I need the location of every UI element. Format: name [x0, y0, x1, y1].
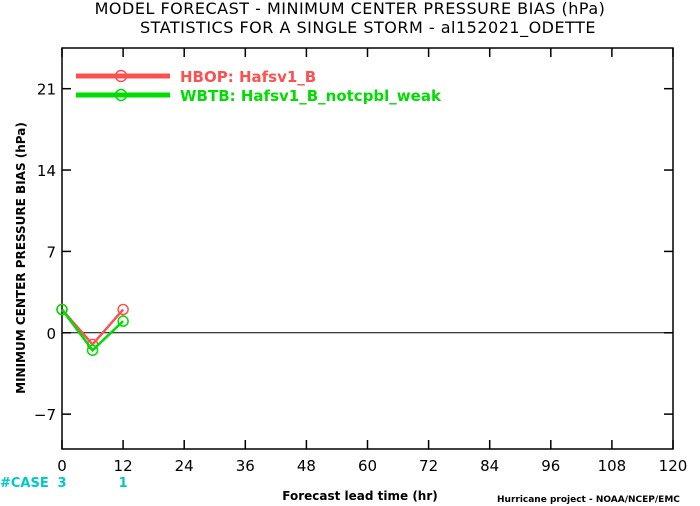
chart-subtitle: STATISTICS FOR A SINGLE STORM - al152021… [140, 18, 596, 38]
case-count: 3 [57, 476, 66, 491]
legend-marker [114, 88, 128, 102]
x-tick-label: 108 [598, 457, 627, 475]
data-point [56, 303, 68, 316]
data-point [117, 303, 129, 316]
x-tick-label: 0 [57, 457, 67, 475]
legend-marker [114, 69, 128, 83]
y-tick-label: −7 [34, 406, 56, 424]
data-point [117, 315, 129, 327]
y-tick-label: 7 [46, 243, 56, 261]
x-axis-label: Forecast lead time (hr) [282, 489, 438, 503]
chart-title: MODEL FORECAST - MINIMUM CENTER PRESSURE… [95, 0, 606, 18]
y-tick-label: 0 [46, 325, 56, 343]
y-tick-label: 21 [37, 81, 56, 99]
legend-label: WBTB: Hafsv1_B_notcpbl_weak [180, 87, 442, 105]
plot-area: −7 0 7 14 21 0 12 24 36 48 60 72 84 96 108 120 HBOP: Haf… [0, 47, 688, 491]
x-tick-label: 24 [175, 457, 194, 475]
x-tick-label: 120 [659, 457, 688, 475]
credit-text: Hurricane project - NOAA/NCEP/EMC [497, 495, 680, 505]
series-line [61, 308, 124, 353]
case-label: #CASE [0, 476, 49, 491]
y-tick-label: 14 [37, 162, 56, 180]
legend-label: HBOP: Hafsv1_B [180, 68, 316, 86]
x-tick-label: 36 [236, 457, 255, 475]
x-tick-label: 60 [358, 457, 377, 475]
y-axis-label: MINIMUM CENTER PRESSURE BIAS (hPa) [14, 122, 28, 394]
plot-frame [61, 47, 674, 450]
case-count: 1 [119, 476, 128, 491]
x-tick-label: 48 [297, 457, 316, 475]
data-point [86, 344, 99, 356]
x-tick-label: 96 [541, 457, 560, 475]
x-tick-label: 12 [114, 457, 133, 475]
x-tick-label: 84 [480, 457, 499, 475]
x-tick-label: 72 [419, 457, 438, 475]
